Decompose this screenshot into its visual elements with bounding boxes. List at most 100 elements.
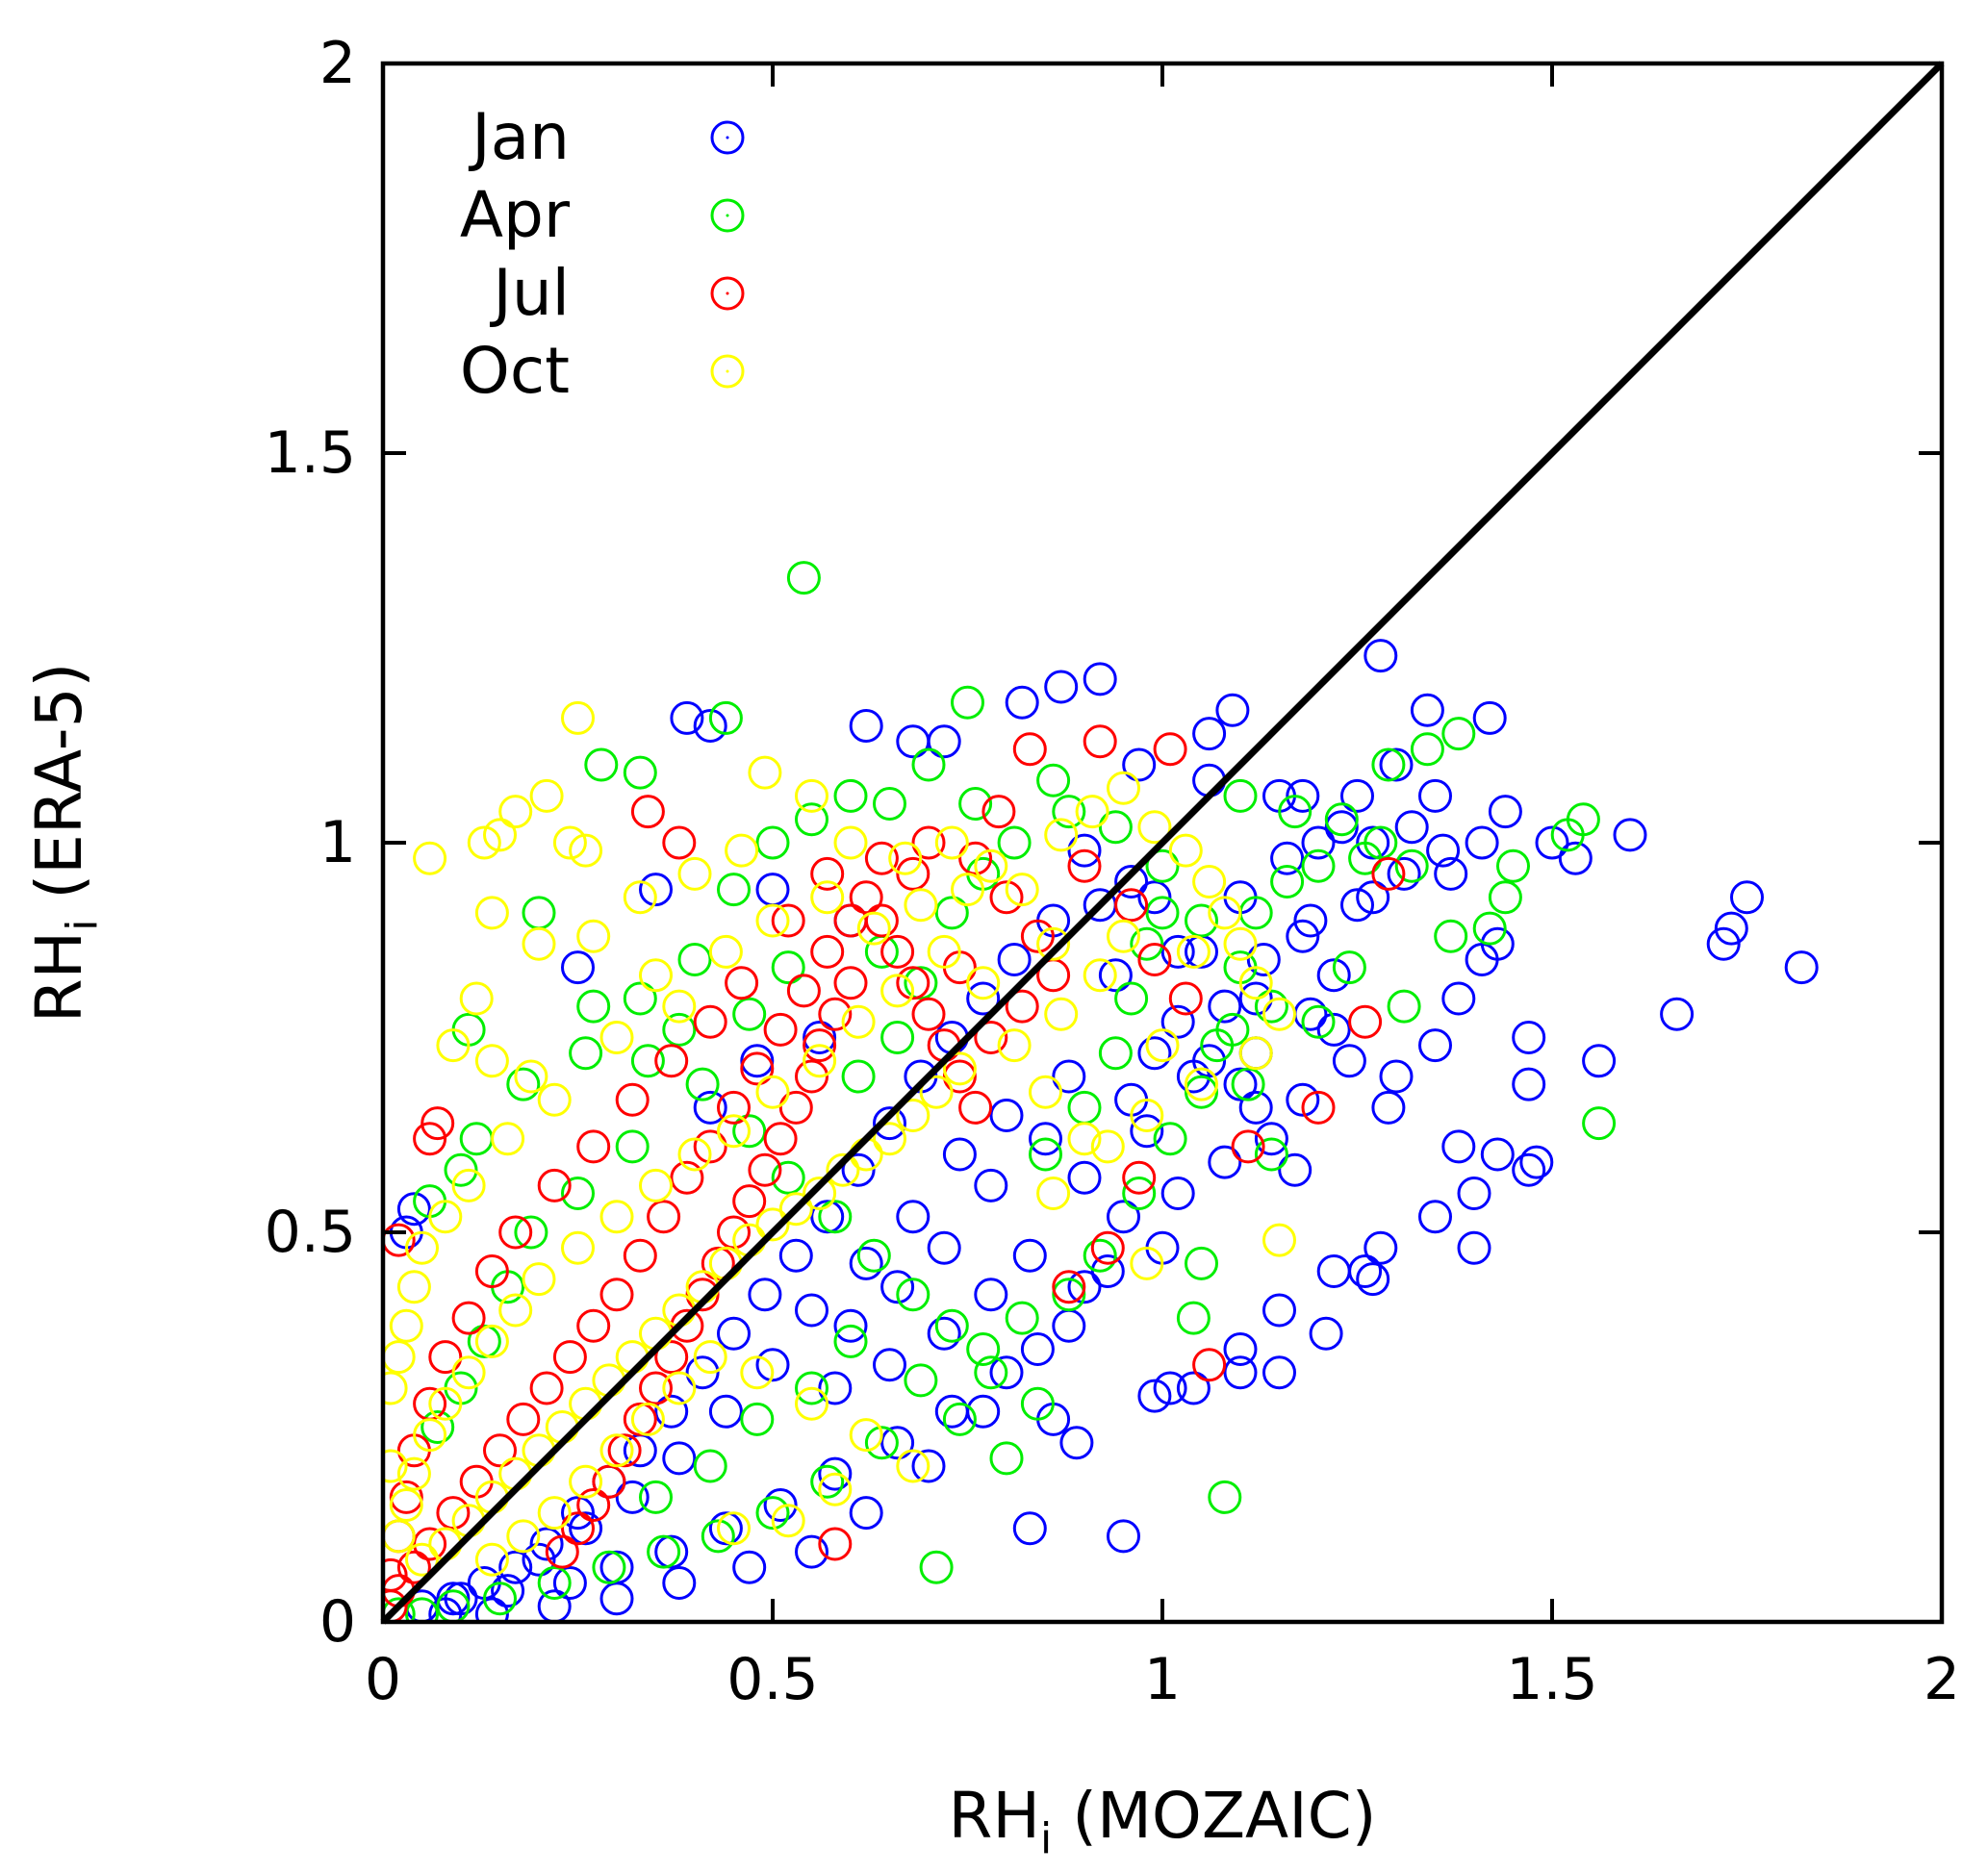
data-point-jan [1332, 1044, 1366, 1078]
data-point-jan [1324, 810, 1359, 845]
data-point-jul [647, 1200, 681, 1234]
data-point-oct [630, 1402, 665, 1436]
data-point-jul [389, 1480, 423, 1514]
data-point-apr [732, 1114, 767, 1149]
data-point-apr [1254, 989, 1288, 1024]
data-point-jul [771, 903, 805, 938]
data-point-apr [1029, 1137, 1062, 1172]
data-point-jul [436, 1496, 471, 1531]
data-point-oct [1168, 833, 1203, 868]
data-point-jan [1706, 926, 1741, 961]
data-point-jul [498, 1215, 533, 1250]
data-point-apr [1145, 848, 1180, 883]
data-point-jan [934, 1394, 969, 1429]
data-point-apr [1472, 911, 1507, 946]
legend-marker-dot-oct [726, 369, 729, 373]
x-tick-label: 1 [1144, 1646, 1181, 1713]
data-point-jan [1208, 1145, 1242, 1179]
data-point-apr [1020, 1386, 1055, 1421]
data-point-apr [1364, 825, 1398, 860]
data-point-oct [474, 1542, 509, 1577]
data-point-oct [927, 934, 961, 969]
data-point-jul [654, 1044, 689, 1078]
data-point-apr [701, 1519, 735, 1554]
legend-label-oct: Oct [460, 334, 570, 408]
data-point-jul [1137, 943, 1172, 976]
data-point-apr [833, 778, 868, 813]
series-jan [389, 639, 1819, 1622]
data-point-oct [717, 1511, 751, 1546]
data-point-jan [989, 1099, 1024, 1132]
data-point-apr [732, 997, 767, 1031]
data-point-oct [880, 974, 915, 1008]
x-axis-label-rest: (MOZAIC) [1052, 1779, 1376, 1853]
data-point-jan [1418, 778, 1452, 813]
data-point-jan [670, 700, 704, 735]
data-point-jul [413, 1527, 447, 1561]
data-point-apr [755, 1496, 790, 1531]
data-point-oct [856, 911, 891, 946]
data-point-jan [1512, 1067, 1546, 1101]
data-point-jul [833, 966, 868, 1000]
data-point-apr [904, 966, 938, 1000]
data-point-oct [1075, 795, 1109, 829]
data-point-jan [1160, 1004, 1195, 1039]
data-point-jan [1426, 833, 1461, 868]
data-point-jul [989, 880, 1024, 915]
data-point-jan [1114, 865, 1149, 899]
data-point-apr [1185, 903, 1218, 938]
data-point-jan [732, 1550, 767, 1584]
data-point-jan [1098, 958, 1133, 993]
data-point-jul [1348, 1004, 1383, 1039]
data-point-apr [405, 1597, 439, 1622]
data-point-oct [639, 958, 673, 993]
data-point-jan [1223, 1332, 1258, 1366]
data-point-jan [1457, 1177, 1491, 1210]
data-point-jan [654, 1394, 689, 1429]
data-point-oct [810, 880, 845, 915]
data-point-jan [522, 1542, 556, 1577]
data-point-jul [1083, 724, 1117, 759]
data-point-apr [647, 1534, 681, 1569]
data-point-jan [1012, 1511, 1047, 1546]
data-point-jul [818, 1527, 853, 1561]
data-point-jan [896, 1200, 930, 1234]
data-point-oct [1208, 896, 1242, 930]
data-point-jan [1394, 810, 1429, 845]
data-point-oct [405, 1230, 439, 1265]
data-point-jan [1286, 1082, 1320, 1117]
data-point-jan [1418, 1028, 1452, 1063]
series-apr [383, 561, 1617, 1622]
data-point-oct [896, 1099, 930, 1132]
data-point-apr [685, 1067, 720, 1101]
data-point-oct [1036, 1177, 1071, 1210]
data-point-jan [491, 1574, 525, 1608]
data-point-jul [1371, 856, 1406, 891]
data-point-apr [997, 825, 1032, 860]
data-point-jan [841, 1152, 876, 1187]
legend-marker-dot-apr [726, 214, 729, 217]
data-point-jan [561, 1496, 595, 1531]
data-point-oct [778, 1192, 813, 1227]
data-point-apr [1036, 763, 1071, 797]
legend-label-jan: Jan [468, 100, 570, 174]
data-point-apr [896, 1278, 930, 1312]
data-point-apr [576, 989, 611, 1024]
data-point-oct [491, 1122, 525, 1156]
data-point-oct [755, 903, 790, 938]
data-point-oct [396, 1456, 431, 1491]
data-point-jan [708, 1511, 743, 1546]
data-point-jul [803, 1028, 837, 1063]
data-point-oct [498, 795, 533, 829]
data-point-oct [1090, 1129, 1125, 1164]
data-point-jan [1480, 926, 1515, 961]
data-point-apr [841, 1059, 876, 1094]
x-tick-label: 1.5 [1506, 1646, 1597, 1713]
data-point-oct [389, 1488, 423, 1522]
data-point-jan [1176, 1059, 1211, 1094]
data-point-jul [693, 1004, 727, 1039]
data-point-oct [451, 1355, 486, 1390]
data-point-oct [904, 888, 938, 923]
data-point-apr [786, 561, 821, 595]
